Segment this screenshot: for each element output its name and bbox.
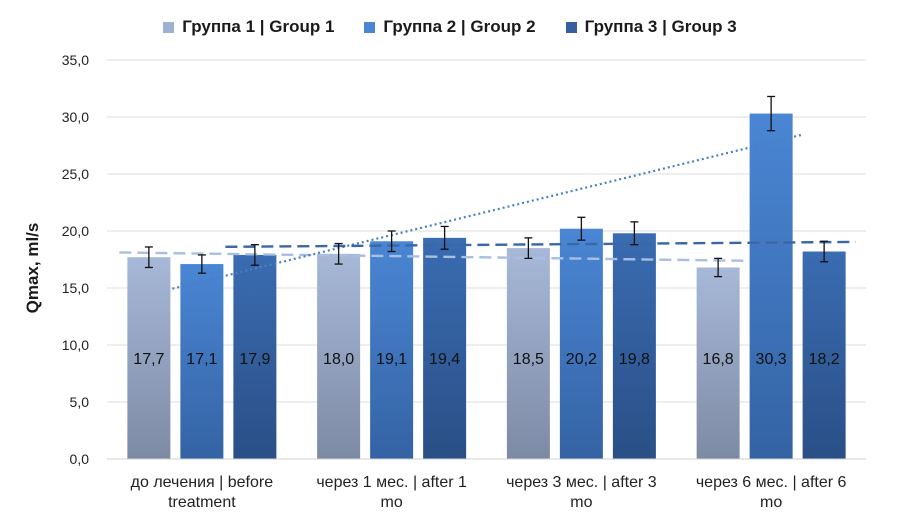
y-axis-ticks: 0,0 5,0 10,0 15,0 20,0 25,0 30,0 35,0: [62, 52, 89, 467]
data-label: 17,7: [133, 351, 164, 368]
legend: Группа 1 | Group 1 Группа 2 | Group 2 Гр…: [0, 17, 900, 37]
y-tick-label: 5,0: [70, 394, 90, 410]
legend-swatch-group-1: [163, 21, 175, 33]
x-tick-label: через 6 мес. | after 6: [696, 474, 847, 491]
data-labels: 17,7 18,0 18,5 16,8 17,1 19,1 20,2 30,3 17,9 19,4…: [133, 351, 839, 368]
legend-swatch-group-2: [364, 21, 376, 33]
bar: [802, 251, 846, 459]
error-bar: [387, 230, 396, 253]
bar: [696, 267, 740, 459]
bar: [506, 248, 550, 459]
x-tick-label: mo: [570, 494, 592, 511]
bar: [612, 233, 656, 459]
error-bar: [250, 244, 259, 266]
x-tick-label: mo: [760, 494, 782, 511]
x-tick-label: mo: [381, 494, 403, 511]
y-tick-label: 15,0: [62, 280, 89, 296]
data-label: 17,1: [186, 351, 217, 368]
bar: [127, 257, 171, 459]
y-axis-label: Qmax, ml/s: [23, 223, 42, 314]
legend-swatch-group-3: [565, 21, 577, 33]
legend-label-group-2: Группа 2 | Group 2: [383, 17, 536, 36]
data-label: 18,0: [323, 351, 354, 368]
legend-item-group-3: Группа 3 | Group 3: [565, 17, 737, 37]
legend-item-group-1: Группа 1 | Group 1: [163, 17, 334, 37]
y-tick-label: 30,0: [62, 109, 89, 125]
y-tick-label: 20,0: [62, 223, 89, 239]
x-tick-label: через 1 мес. | after 1: [316, 474, 467, 491]
y-tick-label: 25,0: [62, 166, 89, 182]
data-label: 18,2: [809, 351, 840, 368]
data-label: 20,2: [566, 351, 597, 368]
data-label: 30,3: [756, 351, 787, 368]
data-label: 19,8: [619, 351, 650, 368]
trendlines: [119, 133, 856, 290]
legend-item-group-2: Группа 2 | Group 2: [364, 17, 536, 37]
data-label: 19,1: [376, 351, 407, 368]
error-bar: [630, 221, 639, 246]
error-bar: [524, 237, 533, 260]
error-bar: [334, 242, 343, 265]
error-bar: [767, 95, 776, 132]
y-tick-label: 10,0: [62, 337, 89, 353]
x-tick-label: treatment: [168, 494, 236, 511]
trendline: [119, 251, 750, 263]
error-bar: [197, 254, 206, 274]
error-bar: [144, 246, 153, 269]
y-tick-label: 35,0: [62, 52, 89, 68]
x-axis-ticks: до лечения | before treatment через 1 мес.…: [131, 474, 847, 511]
error-bar: [577, 216, 586, 241]
bar: [317, 253, 361, 459]
legend-label-group-3: Группа 3 | Group 3: [584, 17, 737, 36]
data-label: 18,5: [513, 351, 544, 368]
bar: [233, 254, 277, 459]
bar: [180, 264, 224, 459]
error-bars: [144, 95, 829, 278]
error-bar: [714, 257, 723, 278]
bar: [559, 228, 603, 459]
error-bar: [820, 240, 829, 263]
data-label: 19,4: [429, 351, 460, 368]
x-tick-label: до лечения | before: [131, 474, 274, 491]
legend-label-group-1: Группа 1 | Group 1: [182, 17, 335, 36]
bar: [370, 241, 414, 459]
y-tick-label: 0,0: [70, 451, 90, 467]
data-label: 17,9: [239, 351, 270, 368]
trendline: [225, 240, 856, 249]
x-tick-label: через 3 мес. | after 3: [506, 474, 657, 491]
data-label: 16,8: [703, 351, 734, 368]
bar: [423, 237, 467, 459]
trendline: [172, 133, 803, 290]
bar: [749, 113, 793, 459]
error-bar: [440, 225, 449, 250]
bars: [127, 113, 846, 459]
